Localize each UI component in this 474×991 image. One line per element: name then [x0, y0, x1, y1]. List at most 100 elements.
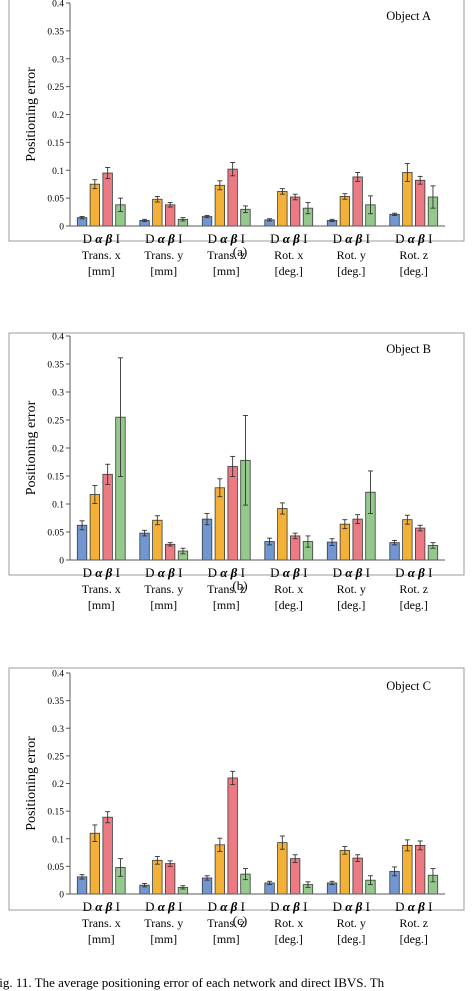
series-code: α: [404, 231, 415, 246]
x-unit-label: [mm]: [88, 264, 115, 278]
series-codes-label: D α β I: [270, 231, 307, 246]
x-unit-label: [mm]: [213, 598, 240, 612]
series-code: α: [154, 899, 165, 914]
series-code: D: [395, 899, 404, 914]
series-code: β: [102, 899, 112, 914]
x-category-label: Trans. y: [144, 582, 183, 596]
bar: [277, 191, 288, 227]
chart-frame: [8, 667, 465, 911]
y-tick-label: 0.1: [52, 167, 64, 177]
x-unit-label: [mm]: [150, 598, 177, 612]
series-code: D: [270, 565, 279, 580]
series-code: α: [279, 231, 290, 246]
chart-frame: [8, 0, 465, 242]
y-tick-label: 0.25: [47, 83, 64, 93]
series-code: α: [279, 899, 290, 914]
caption-text: Fig. 11. The average positioning error o…: [0, 975, 385, 990]
bar: [389, 213, 400, 227]
x-category-label: Trans. z: [207, 582, 245, 596]
y-tick-label: 0.3: [52, 55, 64, 65]
bar: [152, 519, 163, 561]
bar: [164, 863, 176, 895]
chart-frame: [8, 332, 465, 576]
x-category-label: Trans. x: [82, 916, 121, 930]
series-code: I: [237, 231, 245, 246]
x-unit-label: [deg.]: [400, 598, 428, 612]
bar: [402, 844, 413, 895]
bar: [102, 473, 113, 561]
x-category-label: Trans. z: [207, 248, 245, 262]
series-code: β: [165, 899, 175, 914]
bar: [201, 518, 213, 561]
x-unit-label: [deg.]: [337, 264, 365, 278]
y-tick-label: 0.05: [47, 863, 64, 873]
y-tick-label: 0.25: [47, 752, 64, 762]
y-tick-label: 0.35: [47, 697, 64, 707]
series-codes-label: D α β I: [333, 565, 370, 580]
y-tick-label: 0.4: [52, 0, 64, 10]
figure-caption: Fig. 11. The average positioning error o…: [0, 975, 474, 991]
series-code: β: [352, 899, 362, 914]
series-code: α: [342, 899, 353, 914]
series-code: I: [175, 565, 183, 580]
x-unit-label: [mm]: [150, 932, 177, 946]
series-codes-label: D α β I: [83, 899, 120, 914]
series-code: α: [217, 899, 228, 914]
bar: [89, 494, 100, 561]
y-axis-title: Positioning error: [24, 67, 39, 162]
bar: [139, 532, 150, 561]
x-category-label: Rot. z: [399, 582, 428, 596]
series-code: I: [175, 231, 183, 246]
series-code: β: [227, 231, 237, 246]
series-code: α: [404, 899, 415, 914]
y-tick-label: 0.1: [52, 501, 64, 511]
series-code: D: [145, 231, 154, 246]
series-codes-label: D α β I: [395, 899, 432, 914]
x-unit-label: [mm]: [88, 598, 115, 612]
y-tick-label: 0.15: [47, 473, 64, 483]
series-code: β: [227, 899, 237, 914]
x-category-label: Rot. x: [274, 248, 303, 262]
x-category-label: Trans. z: [207, 916, 245, 930]
series-code: I: [362, 565, 370, 580]
series-code: D: [270, 899, 279, 914]
bar: [227, 777, 238, 895]
y-tick-label: 0: [59, 223, 64, 233]
bar: [214, 487, 226, 561]
series-code: I: [112, 231, 120, 246]
series-code: D: [83, 231, 92, 246]
bar: [339, 849, 351, 895]
x-category-label: Rot. y: [337, 916, 366, 930]
series-code: I: [112, 899, 120, 914]
series-code: α: [154, 565, 165, 580]
x-unit-label: [deg.]: [275, 932, 303, 946]
series-code: β: [352, 231, 362, 246]
bar: [277, 508, 288, 561]
series-code: β: [227, 565, 237, 580]
x-category-label: Rot. x: [274, 582, 303, 596]
bar: [289, 858, 301, 895]
series-codes-label: D α β I: [395, 231, 432, 246]
panel-label: (c): [233, 913, 247, 928]
series-code: I: [112, 565, 120, 580]
y-tick-label: 0.3: [52, 389, 64, 399]
y-tick-label: 0.35: [47, 361, 64, 371]
y-tick-label: 0.3: [52, 725, 64, 735]
series-code: D: [333, 565, 342, 580]
panel-label: (a): [233, 244, 247, 259]
bar: [352, 176, 363, 227]
bar: [339, 523, 351, 561]
series-code: D: [208, 899, 217, 914]
series-codes-label: D α β I: [208, 899, 245, 914]
x-unit-label: [deg.]: [400, 264, 428, 278]
series-code: I: [175, 899, 183, 914]
series-code: I: [425, 565, 433, 580]
series-code: α: [342, 231, 353, 246]
bar: [277, 842, 288, 895]
y-tick-label: 0.2: [52, 780, 64, 790]
series-code: β: [415, 231, 425, 246]
bar: [402, 519, 413, 561]
bar: [152, 859, 163, 895]
bar: [164, 204, 176, 227]
series-code: D: [333, 231, 342, 246]
